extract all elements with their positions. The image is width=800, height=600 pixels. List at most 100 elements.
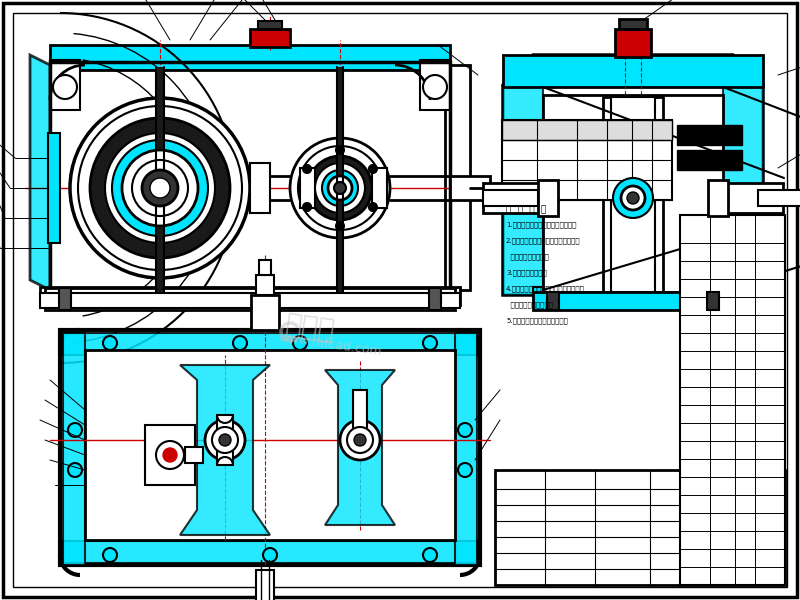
Bar bbox=[300, 168, 315, 208]
Bar bbox=[533, 292, 733, 310]
Circle shape bbox=[132, 160, 188, 216]
Circle shape bbox=[78, 106, 242, 270]
Bar bbox=[723, 183, 783, 213]
Circle shape bbox=[308, 156, 372, 220]
Circle shape bbox=[423, 548, 437, 562]
Circle shape bbox=[68, 423, 82, 437]
Text: 2.各密封处不允许漏油，箱体结合面处: 2.各密封处不允许漏油，箱体结合面处 bbox=[506, 237, 581, 244]
Circle shape bbox=[354, 434, 366, 446]
Circle shape bbox=[458, 463, 472, 477]
Circle shape bbox=[290, 138, 390, 238]
Bar bbox=[256, 570, 274, 600]
Bar bbox=[250, 29, 290, 47]
Circle shape bbox=[205, 420, 245, 460]
Circle shape bbox=[233, 336, 247, 350]
Circle shape bbox=[112, 140, 208, 236]
Bar bbox=[502, 120, 672, 140]
Bar bbox=[533, 287, 733, 297]
Bar bbox=[677, 125, 742, 145]
Polygon shape bbox=[325, 370, 395, 525]
Circle shape bbox=[156, 441, 184, 469]
Polygon shape bbox=[180, 365, 270, 535]
Circle shape bbox=[122, 150, 198, 226]
Bar bbox=[50, 62, 450, 292]
Circle shape bbox=[150, 178, 170, 198]
Bar bbox=[495, 470, 785, 585]
Text: 技  术  要  求: 技 术 要 求 bbox=[506, 205, 546, 214]
Bar bbox=[420, 60, 450, 110]
Bar bbox=[50, 55, 450, 290]
Circle shape bbox=[315, 163, 365, 213]
Text: 1.装配后转动应灵活，无卡滞现象。: 1.装配后转动应灵活，无卡滞现象。 bbox=[506, 221, 577, 227]
Bar bbox=[707, 292, 719, 310]
Text: 不允许有渗油现象。: 不允许有渗油现象。 bbox=[506, 253, 549, 260]
Circle shape bbox=[90, 118, 230, 258]
Circle shape bbox=[298, 146, 382, 230]
Bar bbox=[450, 176, 490, 200]
Bar bbox=[677, 150, 742, 170]
Bar bbox=[483, 190, 538, 206]
Circle shape bbox=[369, 165, 377, 173]
Bar bbox=[63, 541, 477, 563]
Bar bbox=[543, 95, 723, 292]
Text: 规定时间更换润滑油。: 规定时间更换润滑油。 bbox=[506, 301, 553, 308]
Text: www.mfcad.com: www.mfcad.com bbox=[278, 331, 382, 359]
Circle shape bbox=[105, 133, 215, 243]
Bar bbox=[336, 67, 344, 292]
Bar bbox=[59, 288, 71, 310]
Bar bbox=[708, 180, 728, 216]
Bar bbox=[603, 97, 663, 292]
Circle shape bbox=[70, 98, 250, 278]
Circle shape bbox=[293, 336, 307, 350]
Bar bbox=[63, 333, 477, 355]
Bar bbox=[45, 288, 455, 310]
Circle shape bbox=[613, 178, 653, 218]
Bar bbox=[680, 215, 785, 585]
Bar bbox=[145, 168, 175, 208]
Circle shape bbox=[103, 336, 117, 350]
Polygon shape bbox=[48, 133, 60, 243]
Bar bbox=[619, 19, 647, 29]
Text: 5.外露非加工表面涂灰色油漆。: 5.外露非加工表面涂灰色油漆。 bbox=[506, 317, 568, 323]
Bar bbox=[611, 97, 655, 292]
Circle shape bbox=[627, 192, 639, 204]
Bar bbox=[256, 275, 274, 295]
Circle shape bbox=[103, 548, 117, 562]
Circle shape bbox=[423, 336, 437, 350]
Bar bbox=[50, 60, 80, 110]
Bar bbox=[353, 390, 367, 430]
Circle shape bbox=[328, 176, 352, 200]
Circle shape bbox=[303, 203, 311, 211]
Text: 沐风网: 沐风网 bbox=[283, 311, 337, 346]
Bar bbox=[258, 21, 282, 29]
Bar bbox=[60, 330, 480, 565]
Bar bbox=[429, 288, 441, 310]
Circle shape bbox=[336, 146, 344, 154]
Circle shape bbox=[347, 427, 373, 453]
Bar bbox=[85, 350, 455, 540]
Bar bbox=[502, 120, 672, 200]
Polygon shape bbox=[503, 55, 763, 295]
Circle shape bbox=[163, 448, 177, 462]
Circle shape bbox=[621, 186, 645, 210]
Bar bbox=[547, 292, 559, 310]
Circle shape bbox=[219, 434, 231, 446]
Bar bbox=[758, 190, 800, 206]
Bar bbox=[185, 447, 203, 463]
Circle shape bbox=[68, 463, 82, 477]
Bar bbox=[372, 168, 387, 208]
Bar bbox=[63, 333, 85, 565]
Polygon shape bbox=[503, 85, 543, 295]
Bar bbox=[483, 183, 543, 213]
Bar bbox=[250, 163, 270, 213]
Text: 3.减速器空载运行。: 3.减速器空载运行。 bbox=[506, 269, 546, 275]
Circle shape bbox=[334, 182, 346, 194]
Bar bbox=[615, 29, 651, 57]
Bar bbox=[503, 55, 763, 87]
Bar bbox=[498, 45, 768, 310]
Bar bbox=[145, 425, 195, 485]
Bar bbox=[40, 287, 460, 305]
Circle shape bbox=[212, 427, 238, 453]
Circle shape bbox=[322, 170, 358, 206]
Bar bbox=[155, 67, 165, 292]
